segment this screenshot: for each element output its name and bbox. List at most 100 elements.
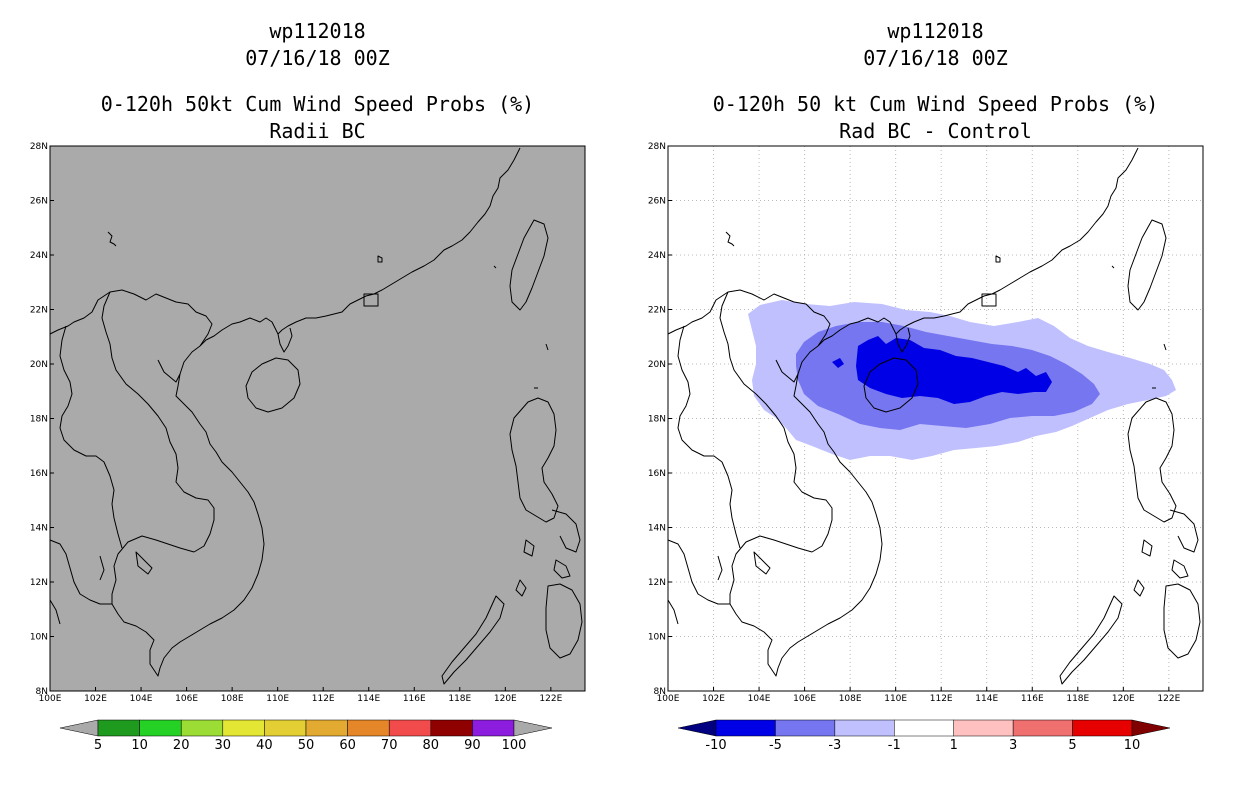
left-title-date: 07/16/18 00Z	[245, 46, 390, 70]
colorbar-box	[305, 719, 348, 737]
x-tick-label: 118E	[448, 694, 471, 704]
right-title-storm-id: wp112018	[887, 19, 984, 43]
x-tick-label: 104E	[748, 694, 771, 704]
colorbar-label: 50	[298, 738, 315, 753]
colorbar-label: 60	[339, 738, 356, 753]
y-tick-label: 14N	[648, 524, 666, 534]
y-tick-label: 14N	[30, 524, 48, 534]
x-tick-label: 108E	[221, 694, 244, 704]
y-tick-label: 12N	[648, 578, 666, 588]
x-tick-label: 104E	[130, 694, 153, 704]
left-title-product: 0-120h 50kt Cum Wind Speed Probs (%)	[100, 92, 535, 116]
x-tick-label: 112E	[312, 694, 335, 704]
colorbar-label: 80	[423, 738, 440, 753]
x-tick-label: 100E	[657, 694, 680, 704]
colorbar-label: -10	[705, 738, 726, 753]
x-tick-label: 112E	[930, 694, 953, 704]
x-tick-label: 122E	[1157, 694, 1180, 704]
right-map-contours	[748, 300, 1176, 460]
colorbar-label: 90	[464, 738, 481, 753]
colorbar-box	[775, 719, 836, 737]
left-axis-ticks: 100E 102E 104E 106E 108E 110E 112E 114E 116E 118E…	[30, 142, 563, 704]
colorbar-label: 5	[94, 738, 102, 753]
colorbar-box	[472, 719, 515, 737]
y-tick-label: 20N	[30, 360, 48, 370]
colorbar-box	[97, 719, 140, 737]
y-tick-label: 28N	[648, 142, 666, 152]
colorbar-label: 70	[381, 738, 398, 753]
colorbar-box	[1012, 719, 1073, 737]
x-tick-label: 108E	[839, 694, 862, 704]
y-tick-label: 26N	[30, 197, 48, 207]
colorbar-label: 3	[1009, 738, 1017, 753]
colorbar-label: 1	[950, 738, 958, 753]
x-tick-label: 114E	[975, 694, 998, 704]
left-colorbar: 5 10 20 30 40 50 60 70 80 90 100	[59, 719, 553, 753]
colorbar-end-low	[59, 719, 99, 737]
x-tick-label: 116E	[1021, 694, 1044, 704]
colorbar-label: 5	[1068, 738, 1076, 753]
y-tick-label: 18N	[648, 415, 666, 425]
y-tick-label: 28N	[30, 142, 48, 152]
y-tick-label: 16N	[648, 469, 666, 479]
x-tick-label: 118E	[1066, 694, 1089, 704]
colorbar-box	[894, 719, 954, 737]
colorbar-label: 10	[131, 738, 148, 753]
left-map-field	[50, 146, 585, 691]
colorbar-label: 100	[502, 738, 527, 753]
y-tick-label: 10N	[648, 633, 666, 643]
y-tick-label: 12N	[30, 578, 48, 588]
colorbar-label: 10	[1124, 738, 1141, 753]
colorbar-end-low	[677, 719, 717, 737]
colorbar-box	[430, 719, 473, 737]
contour-small-minus-5	[832, 358, 844, 368]
right-title-product: 0-120h 50 kt Cum Wind Speed Probs (%)	[712, 92, 1159, 116]
y-tick-label: 26N	[648, 197, 666, 207]
right-title-variant: Rad BC - Control	[839, 119, 1032, 143]
x-tick-label: 102E	[84, 694, 107, 704]
y-tick-label: 22N	[30, 306, 48, 316]
x-tick-label: 110E	[266, 694, 289, 704]
colorbar-box	[222, 719, 265, 737]
colorbar-box	[834, 719, 895, 737]
x-tick-label: 114E	[357, 694, 380, 704]
x-tick-label: 106E	[793, 694, 816, 704]
colorbar-box	[1072, 719, 1133, 737]
colorbar-label: -5	[769, 738, 782, 753]
x-tick-label: 120E	[1112, 694, 1135, 704]
x-tick-label: 106E	[175, 694, 198, 704]
y-tick-label: 22N	[648, 306, 666, 316]
colorbar-box	[715, 719, 776, 737]
y-tick-label: 8N	[36, 687, 48, 697]
colorbar-label: 40	[256, 738, 273, 753]
colorbar-end-high	[1131, 719, 1171, 737]
y-tick-label: 18N	[30, 415, 48, 425]
colorbar-label: 20	[173, 738, 190, 753]
colorbar-box	[347, 719, 390, 737]
x-tick-label: 120E	[494, 694, 517, 704]
colorbar-box	[388, 719, 432, 737]
right-title-date: 07/16/18 00Z	[863, 46, 1008, 70]
x-tick-label: 102E	[702, 694, 725, 704]
x-tick-label: 100E	[39, 694, 62, 704]
right-colorbar: -10 -5 -3 -1 1 3 5 10	[677, 719, 1171, 753]
left-title-variant: Radii BC	[269, 119, 366, 143]
colorbar-label: -1	[888, 738, 901, 753]
x-tick-label: 122E	[539, 694, 562, 704]
left-title-storm-id: wp112018	[269, 19, 366, 43]
y-tick-label: 24N	[30, 251, 48, 261]
x-tick-label: 116E	[403, 694, 426, 704]
y-tick-label: 24N	[648, 251, 666, 261]
contour-minus-5-to-10	[856, 336, 1052, 404]
colorbar-label: 30	[215, 738, 232, 753]
colorbar-box	[953, 719, 1014, 737]
colorbar-label: -3	[828, 738, 841, 753]
y-tick-label: 10N	[30, 633, 48, 643]
y-tick-label: 20N	[648, 360, 666, 370]
right-axis-ticks: 100E 102E 104E 106E 108E 110E 112E 114E 116E 118E…	[648, 142, 1181, 704]
colorbar-end-high	[513, 719, 553, 737]
x-tick-label: 110E	[884, 694, 907, 704]
colorbar-box	[180, 719, 224, 737]
y-tick-label: 8N	[654, 687, 666, 697]
